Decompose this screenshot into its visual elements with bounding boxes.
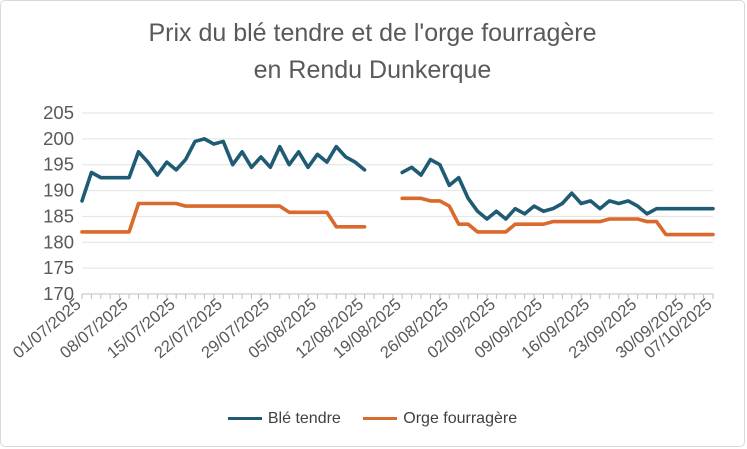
svg-text:200: 200 — [43, 128, 74, 149]
svg-text:195: 195 — [43, 154, 74, 175]
svg-text:205: 205 — [43, 102, 74, 123]
svg-text:190: 190 — [43, 180, 74, 201]
svg-text:185: 185 — [43, 205, 74, 226]
svg-text:175: 175 — [43, 257, 74, 278]
svg-text:180: 180 — [43, 231, 74, 252]
